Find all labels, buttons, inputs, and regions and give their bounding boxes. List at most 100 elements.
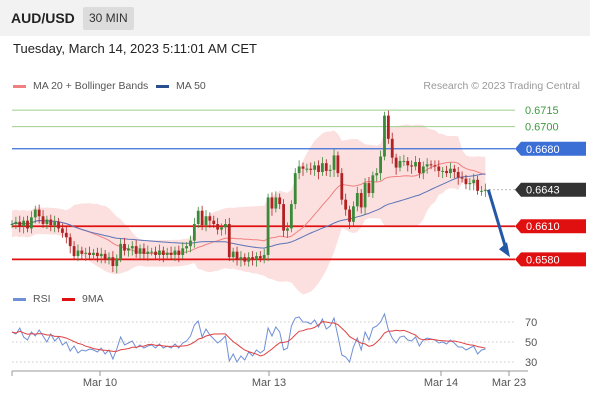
rsi-swatch (13, 297, 26, 301)
candle-body (169, 252, 173, 255)
candle-body (449, 168, 452, 174)
candle-body (30, 217, 33, 229)
candle-body (119, 243, 123, 259)
candle-body (255, 256, 258, 260)
candle-body (45, 219, 49, 225)
candle-body (107, 257, 111, 260)
candle-body (165, 252, 169, 255)
candle-body (146, 251, 150, 254)
candle-body (348, 209, 351, 222)
candle-body (468, 183, 472, 185)
credit-text: Research © 2023 Trading Central (423, 80, 580, 92)
level-label-0-6643: 0.6643 (526, 185, 560, 197)
x-tick-label: Mar 23 (492, 377, 526, 389)
candle-body (278, 197, 282, 205)
candle-body (173, 250, 177, 255)
candle-body (371, 175, 375, 194)
candle-body (375, 173, 379, 176)
candle-body (41, 216, 45, 225)
ma9-swatch (62, 297, 75, 301)
candle-body (80, 250, 84, 254)
candle-body (332, 155, 336, 170)
candle-body (212, 220, 216, 225)
candle-body (344, 199, 348, 210)
x-tick-label: Mar 14 (424, 377, 458, 389)
candle-body (425, 164, 429, 167)
candle-body (441, 170, 445, 172)
candle-body (398, 160, 402, 168)
candle-body (95, 252, 99, 257)
candle-body (26, 220, 29, 229)
candle-body (402, 160, 406, 162)
level-label-0-6643-tag (515, 182, 586, 197)
rsi-tick-70: 70 (525, 317, 537, 329)
candle-body (196, 210, 200, 225)
candle-body (301, 166, 305, 169)
level-label-0-6715: 0.6715 (525, 105, 559, 117)
x-tick-label: Mar 13 (252, 377, 286, 389)
legend-ma50: MA 50 (156, 80, 206, 92)
candle-body (394, 157, 398, 168)
level-label-0-6580-tag (515, 252, 586, 267)
candle-body (262, 254, 266, 259)
candle-body (363, 183, 367, 208)
candle-body (49, 219, 53, 226)
candle-body (258, 256, 262, 259)
candle-body (204, 216, 208, 226)
candle-body (154, 251, 157, 255)
candle-body (386, 115, 390, 139)
candle-body (53, 221, 57, 226)
candle-body (483, 189, 487, 191)
candle-body (429, 164, 433, 166)
candle-body (437, 166, 441, 171)
candle-body (181, 248, 185, 255)
candle-body (313, 165, 317, 170)
bollinger-band (12, 124, 486, 295)
candle-body (305, 168, 309, 170)
candle-body (359, 193, 363, 208)
level-label-0-6580: 0.6580 (526, 254, 560, 266)
legend-ma20: MA 20 + Bollinger Bands (13, 80, 148, 92)
candle-body (134, 246, 138, 254)
candle-body (150, 251, 154, 253)
ma50-swatch (156, 84, 169, 88)
candle-body (328, 169, 332, 171)
level-label-0-6680: 0.6680 (526, 144, 560, 156)
candle-body (456, 172, 460, 178)
candle-body (142, 248, 146, 254)
candle-body (37, 209, 41, 217)
candle-body (414, 162, 417, 167)
candle-body (247, 257, 251, 262)
candle-body (227, 224, 231, 258)
candle-body (61, 228, 64, 233)
ma50-line (11, 173, 486, 249)
candle-body (231, 251, 235, 258)
candle-body (243, 257, 247, 262)
timeframe-button[interactable]: 30 MIN (83, 7, 134, 30)
candle-body (92, 252, 95, 255)
candle-body (64, 232, 68, 238)
legend-ma20-label: MA 20 + Bollinger Bands (33, 80, 149, 92)
candle-body (68, 237, 72, 247)
candle-body (14, 221, 18, 225)
candle-body (158, 250, 161, 255)
candle-body (452, 168, 456, 173)
candle-body (239, 257, 243, 260)
legend-ma50-label: MA 50 (176, 80, 206, 92)
candle-body (352, 206, 355, 222)
legend-rsi-label: RSI (33, 293, 51, 305)
candle-body (286, 228, 289, 231)
legend-rsi: RSI (13, 293, 51, 305)
candle-body (266, 197, 270, 255)
candle-body (421, 166, 425, 174)
instrument-title: AUD/USD (11, 10, 75, 26)
candle-body (460, 177, 464, 179)
candle-body (111, 257, 115, 267)
level-label-0-6610: 0.6610 (526, 221, 560, 233)
candle-body (270, 197, 274, 209)
candle-body (476, 179, 479, 191)
candle-body (340, 173, 344, 200)
candle-body (293, 173, 297, 205)
candle-body (406, 160, 410, 166)
candle-body (297, 166, 301, 174)
